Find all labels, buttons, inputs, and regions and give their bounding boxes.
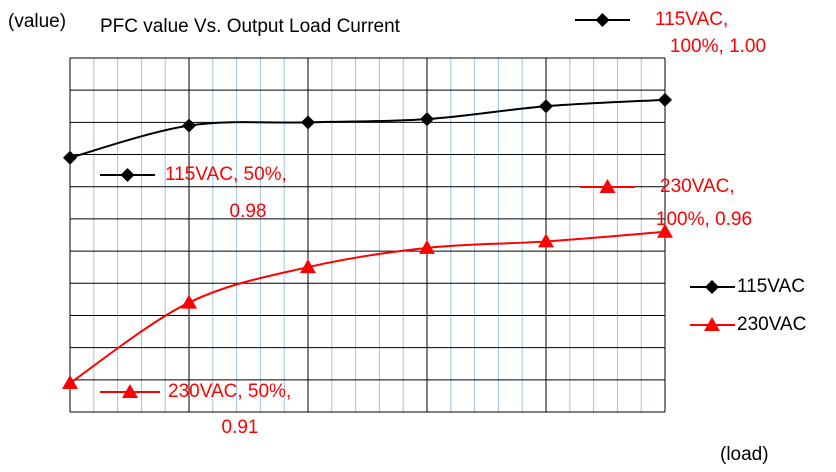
- data-point: [301, 115, 315, 130]
- x-axis-label: (load): [720, 444, 769, 465]
- data-point: [182, 118, 196, 133]
- data-point: [300, 259, 316, 274]
- legend-label: 230VAC: [737, 314, 806, 335]
- chart-title: PFC value Vs. Output Load Current: [100, 16, 401, 37]
- data-point: [658, 92, 672, 107]
- data-label: 0.98: [230, 201, 267, 222]
- data-point: [538, 233, 554, 248]
- data-point: [181, 294, 197, 309]
- data-label: 115VAC,: [655, 9, 728, 30]
- data-point: [539, 99, 553, 114]
- data-point: [419, 239, 435, 254]
- label-key-marker: [595, 13, 610, 27]
- legend-label: 115VAC: [737, 276, 805, 297]
- label-key-marker: [122, 384, 138, 398]
- data-label: 0.91: [222, 417, 259, 438]
- legend-marker: [704, 317, 720, 331]
- data-point: [63, 150, 77, 165]
- series-line: [69, 230, 666, 384]
- label-key-marker: [120, 168, 135, 182]
- label-key-marker: [599, 179, 616, 193]
- data-label: 100%, 0.96: [656, 209, 752, 230]
- data-label: 100%, 1.00: [670, 36, 766, 57]
- data-point: [62, 375, 78, 390]
- data-label: 115VAC, 50%,: [165, 164, 287, 185]
- legend-marker: [705, 280, 719, 294]
- data-point: [420, 112, 434, 127]
- data-label: 230VAC, 50%,: [168, 381, 291, 402]
- y-axis-label: (value): [8, 11, 66, 32]
- data-point: [657, 223, 673, 238]
- series-line: [69, 98, 666, 159]
- data-label: 230VAC,: [660, 176, 735, 197]
